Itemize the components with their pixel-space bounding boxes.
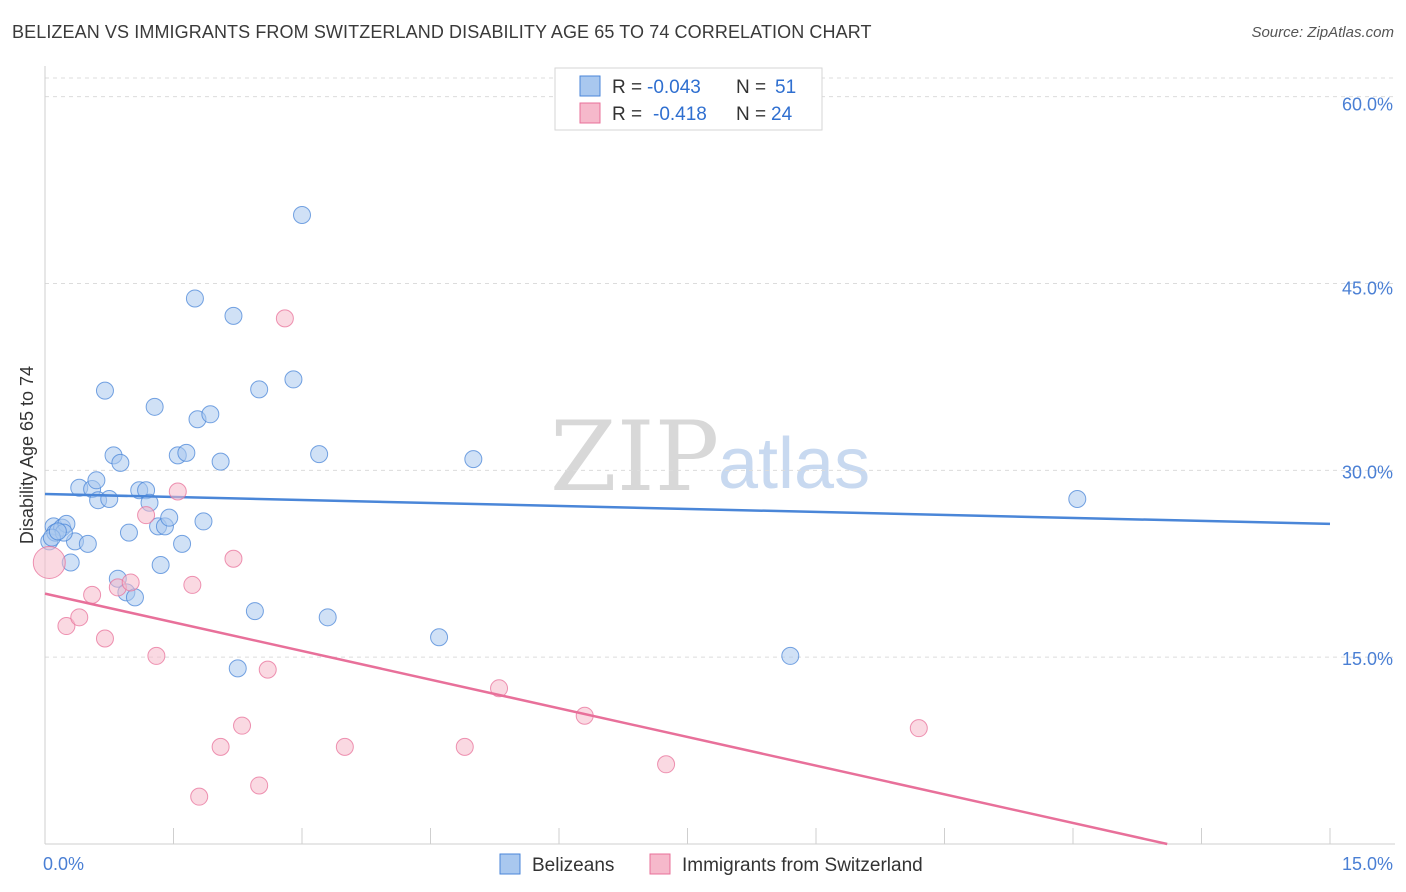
legend-n-value-1: 51: [775, 77, 796, 98]
x-tick-label: 15.0%: [1342, 854, 1393, 874]
trend-line: [44, 492, 1331, 526]
legend-swatch-switzerland: [579, 102, 601, 124]
legend-n-label-2: N =: [736, 104, 766, 125]
data-point: [430, 628, 449, 647]
y-axis-label: Disability Age 65 to 74: [17, 366, 37, 544]
y-tick-label: 60.0%: [1342, 95, 1393, 115]
chart-title: BELIZEAN VS IMMIGRANTS FROM SWITZERLAND …: [12, 22, 872, 42]
y-tick-label: 45.0%: [1342, 279, 1393, 299]
series-belizeans: [40, 206, 1331, 678]
data-point: [194, 512, 213, 531]
data-point: [111, 453, 130, 472]
data-point: [119, 523, 138, 542]
legend-swatch-belizeans: [579, 75, 601, 97]
data-point: [57, 617, 76, 636]
data-point: [32, 546, 66, 580]
legend-r-value-1: -0.043: [647, 77, 701, 98]
data-point: [95, 629, 114, 648]
bottom-legend-swatch-belizeans: [499, 853, 521, 875]
legend-r-label-2: R =: [612, 104, 642, 125]
data-point: [145, 397, 164, 416]
data-point: [228, 659, 247, 678]
data-point: [464, 450, 483, 469]
data-point: [211, 737, 230, 756]
data-point: [909, 719, 928, 738]
data-point: [48, 522, 67, 541]
gridlines: [45, 77, 1395, 658]
axes: 15.0% 30.0% 45.0% 60.0% 0.0% 15.0%: [43, 66, 1395, 874]
data-point: [147, 646, 166, 665]
data-point: [781, 646, 800, 665]
data-point: [151, 556, 170, 575]
data-point: [173, 534, 192, 553]
stats-legend: R = -0.043 N = 51 R = -0.418 N = 24: [554, 67, 823, 131]
data-point: [201, 405, 220, 424]
data-point: [245, 602, 264, 621]
trend-line: [44, 592, 1168, 846]
x-tick-label: 0.0%: [43, 854, 84, 874]
data-point: [83, 585, 102, 604]
data-point: [224, 549, 243, 568]
legend-r-label-1: R =: [612, 77, 642, 98]
data-point: [318, 608, 337, 627]
data-point: [335, 737, 354, 756]
data-point: [190, 787, 209, 806]
data-point: [95, 381, 114, 400]
data-point: [275, 309, 294, 328]
data-point: [185, 289, 204, 308]
bottom-legend-belizeans: Belizeans: [532, 855, 614, 876]
data-point: [293, 206, 311, 225]
data-point: [224, 306, 243, 325]
data-point: [177, 443, 196, 462]
watermark-zip: ZIP: [550, 401, 719, 513]
y-tick-label: 30.0%: [1342, 462, 1393, 482]
data-point: [125, 588, 144, 607]
data-point: [87, 471, 106, 490]
data-point: [137, 506, 156, 525]
data-point: [284, 370, 303, 389]
data-point: [78, 534, 97, 553]
legend-n-value-2: 24: [771, 104, 793, 125]
data-point: [183, 575, 202, 594]
data-point: [250, 380, 269, 399]
data-point: [657, 755, 676, 774]
data-point: [233, 716, 252, 735]
bottom-legend-swatch-switzerland: [649, 853, 671, 875]
bottom-legend-switzerland: Immigrants from Switzerland: [682, 855, 923, 876]
data-point: [1068, 489, 1087, 508]
legend-n-label-1: N =: [736, 77, 766, 98]
source-label: Source: ZipAtlas.com: [1251, 24, 1394, 41]
legend-r-value-2: -0.418: [653, 104, 707, 125]
data-point: [490, 679, 509, 698]
data-point: [121, 573, 140, 592]
data-point: [100, 489, 119, 508]
series-legend: Belizeans Immigrants from Switzerland: [499, 853, 923, 876]
data-point: [250, 776, 269, 795]
data-point: [160, 508, 179, 527]
watermark-atlas: atlas: [718, 424, 870, 504]
series-layer: [32, 206, 1331, 846]
data-point: [310, 445, 329, 464]
y-tick-label: 15.0%: [1342, 649, 1393, 669]
data-point: [168, 482, 187, 501]
data-point: [258, 660, 277, 679]
data-point: [70, 608, 89, 627]
series-switzerland: [32, 309, 1168, 846]
data-point: [455, 737, 474, 756]
data-point: [211, 452, 230, 471]
